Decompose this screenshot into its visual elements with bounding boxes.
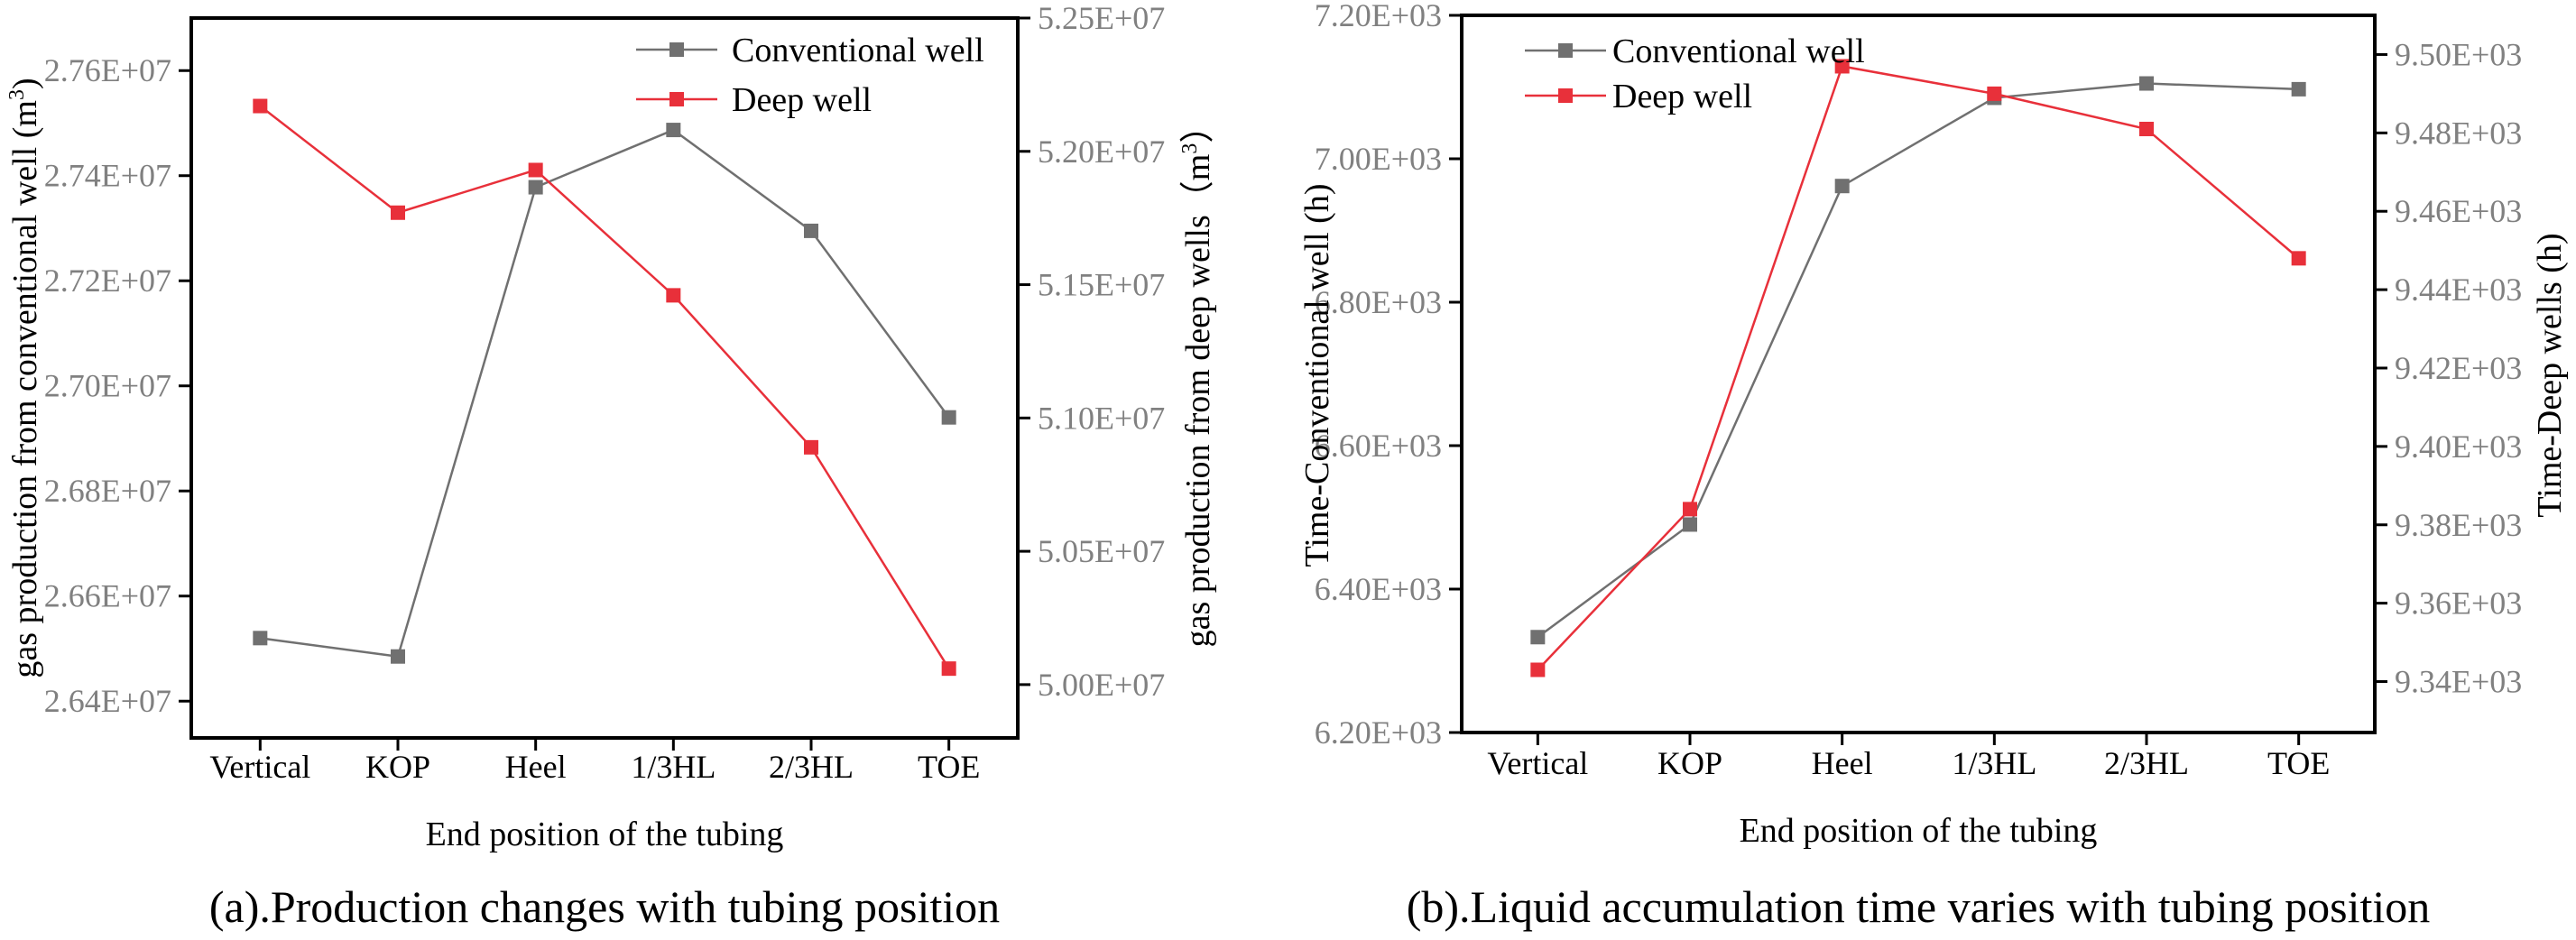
chart-b-point-conventional	[2291, 81, 2306, 97]
chart-b-point-deep	[1834, 59, 1850, 74]
chart-a-caption: (a).Production changes with tubing posit…	[209, 881, 1000, 932]
chart-b-point-deep	[2291, 251, 2306, 266]
chart-b-caption: (b).Liquid accumulation time varies with…	[1407, 881, 2431, 932]
chart-a-legend-label: Deep well	[732, 81, 872, 119]
chart-b-y-left-tick-label: 7.00E+03	[1315, 141, 1442, 177]
chart-b-point-deep	[1987, 86, 2002, 101]
chart-a-legend-swatch-marker	[669, 42, 684, 57]
chart-b-x-axis-label: End position of the tubing	[1740, 812, 2098, 850]
chart-a-point-deep	[666, 288, 681, 303]
chart-a-y-left-tick-label: 2.72E+07	[44, 263, 171, 299]
chart-b-y-right-tick-label: 9.34E+03	[2395, 664, 2522, 700]
chart-b-point-conventional	[2139, 76, 2154, 91]
chart-b-y-right-tick-label: 9.36E+03	[2395, 585, 2522, 622]
chart-a-y-right-tick-label: 5.05E+07	[1038, 533, 1165, 569]
chart-a-y-right-tick-label: 5.10E+07	[1038, 400, 1165, 436]
chart-b-y-right-tick-label: 9.44E+03	[2395, 272, 2522, 308]
chart-b-y-left-tick-label: 6.80E+03	[1315, 284, 1442, 320]
chart-a-x-tick-label: Vertical	[209, 749, 310, 785]
chart-b-x-tick-label: TOE	[2267, 745, 2330, 781]
chart-a-y-right-tick-label: 5.00E+07	[1038, 667, 1165, 703]
chart-b-legend-label: Deep well	[1612, 78, 1752, 115]
chart-a-legend-swatch-marker	[669, 92, 684, 106]
chart-a-x-axis-label: End position of the tubing	[426, 816, 784, 853]
chart-a-y-right-tick-label: 5.20E+07	[1038, 134, 1165, 170]
chart-a-point-deep	[528, 162, 543, 178]
chart-a-x-tick-label: 1/3HL	[631, 749, 716, 785]
chart-a-y-right-tick-label: 5.25E+07	[1038, 0, 1165, 36]
chart-a-point-deep	[804, 439, 818, 455]
chart-a-point-deep	[941, 661, 956, 677]
chart-b-legend: Conventional well Deep well	[1525, 32, 1865, 115]
chart-a-point-conventional	[941, 410, 956, 425]
chart-b-point-deep	[1530, 662, 1546, 677]
chart-b-x-tick-label: KOP	[1657, 745, 1722, 781]
chart-a-y-left-tick-label: 2.66E+07	[44, 578, 171, 614]
chart-b-plot-frame	[1460, 14, 2377, 734]
chart-b-point-conventional	[1834, 179, 1850, 194]
chart-a-series-line-deep	[259, 105, 950, 669]
chart-a-y-left-tick-label: 2.74E+07	[44, 158, 171, 194]
chart-b-y-right-tick-label: 9.42E+03	[2395, 350, 2522, 386]
chart-b-y-right-tick-label: 9.40E+03	[2395, 429, 2522, 465]
chart-b-x-tick-label: 1/3HL	[1952, 745, 2036, 781]
chart-a-y-left-tick-label: 2.68E+07	[44, 473, 171, 509]
chart-b-y-right-axis-label: Time-Deep wells (h)	[2531, 233, 2569, 517]
chart-b-y-right-tick-label: 9.38E+03	[2395, 507, 2522, 543]
chart-a-point-deep	[391, 205, 405, 220]
chart-a-legend: Conventional well Deep well	[636, 32, 984, 119]
chart-b-series-line-conventional	[1537, 82, 2299, 639]
chart-b-y-right-tick-label: 9.50E+03	[2395, 36, 2522, 72]
chart-b-y-left-axis-label: Time-Conventional well (h)	[1298, 184, 1336, 567]
chart-b-point-deep	[1683, 502, 1697, 517]
chart-a-series-line-conventional	[260, 128, 950, 659]
chart-b-y-left-tick-label: 6.60E+03	[1315, 428, 1442, 464]
chart-a-y-right-tick-label: 5.15E+07	[1038, 267, 1165, 303]
chart-a-point-conventional	[666, 123, 681, 138]
chart-a-y-left-tick-label: 2.76E+07	[44, 52, 171, 88]
chart-b-x-tick-label: 2/3HL	[2104, 745, 2189, 781]
chart-b-legend-label: Conventional well	[1612, 32, 1865, 70]
chart-a-point-conventional	[528, 180, 543, 195]
chart-a-x-tick-label: 2/3HL	[769, 749, 854, 785]
chart-a-y-left-tick-label: 2.70E+07	[44, 368, 171, 404]
chart-b-y-right-tick-label: 9.48E+03	[2395, 115, 2522, 151]
chart-b-legend-swatch-marker	[1558, 43, 1573, 58]
chart-a-point-conventional	[804, 223, 818, 238]
chart-a-y-right-axis-label: gas production from deep wells（m3）	[1178, 109, 1217, 648]
chart-a-x-tick-label: KOP	[365, 749, 430, 785]
chart-a: Vertical KOP Heel 1/3HL 2/3HL TOE 2.64E+07 2.66…	[5, 0, 1217, 932]
chart-a-x-tick-label: TOE	[918, 749, 980, 785]
chart-b-point-deep	[2139, 121, 2154, 136]
chart-b-y-left-tick-label: 6.20E+03	[1315, 714, 1442, 751]
chart-b-x-tick-label: Heel	[1812, 745, 1873, 781]
chart-b-point-conventional	[1683, 517, 1697, 532]
chart-b-point-conventional	[1530, 630, 1546, 645]
chart-a-point-conventional	[391, 649, 405, 664]
chart-b-legend-swatch-marker	[1558, 88, 1573, 103]
chart-b-y-left-tick-label: 7.20E+03	[1315, 0, 1442, 33]
chart-a-y-left-axis-label: gas production from conventional well (m…	[5, 78, 44, 677]
chart-a-point-deep	[253, 98, 268, 114]
chart-b-series-line-deep	[1537, 65, 2300, 671]
chart-a-point-conventional	[253, 631, 268, 646]
chart-a-y-left-tick-label: 2.64E+07	[44, 683, 171, 719]
chart-b: Vertical KOP Heel 1/3HL 2/3HL TOE 6.20E+03 6.40…	[1298, 0, 2569, 932]
chart-b-x-tick-label: Vertical	[1487, 745, 1588, 781]
chart-a-legend-label: Conventional well	[732, 32, 984, 69]
chart-b-y-left-tick-label: 6.40E+03	[1315, 571, 1442, 607]
chart-b-y-right-tick-label: 9.46E+03	[2395, 193, 2522, 229]
chart-a-x-tick-label: Heel	[505, 749, 567, 785]
chart-a-plot-frame	[189, 16, 1020, 740]
